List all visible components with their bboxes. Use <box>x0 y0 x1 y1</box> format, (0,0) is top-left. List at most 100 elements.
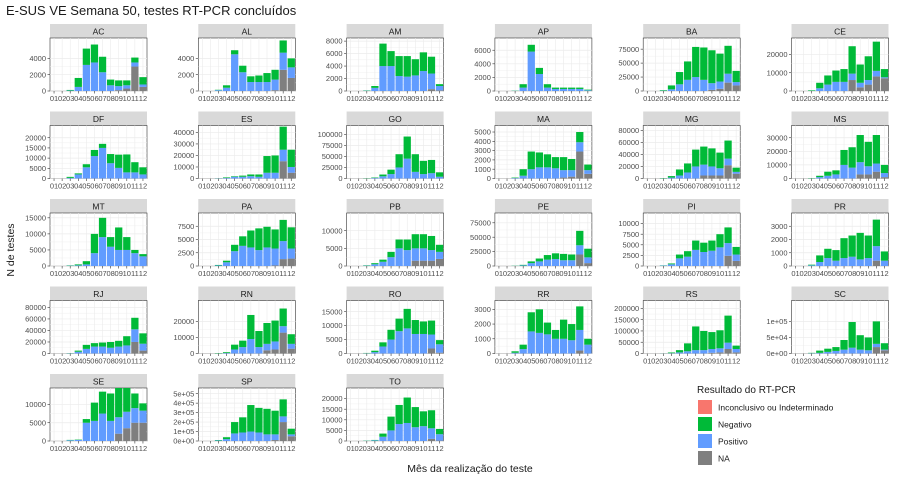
x-tick-label: 07 <box>98 182 106 191</box>
bar-positivo-08 <box>848 347 856 354</box>
bar-positivo-12 <box>732 348 740 353</box>
x-tick-label: 06 <box>90 357 98 366</box>
bar-negativo-10 <box>123 154 131 173</box>
y-tick-label: 0 <box>42 87 46 96</box>
x-tick-label: 12 <box>435 444 443 453</box>
y-tick-label: 7500 <box>178 222 195 231</box>
bar-na-11 <box>131 341 139 354</box>
x-tick-label: 05 <box>527 182 535 191</box>
x-tick-label: 11 <box>131 94 139 103</box>
facet-panel <box>642 37 741 92</box>
bar-na-12 <box>435 352 444 354</box>
x-tick-label: 06 <box>683 94 691 103</box>
bar-na-11 <box>279 332 287 354</box>
x-tick-label: 07 <box>543 182 551 191</box>
x-tick-label: 03 <box>214 269 222 278</box>
x-tick-label: 02 <box>206 444 214 453</box>
x-tick-label: 06 <box>387 269 395 278</box>
x-tick-label: 10 <box>864 182 872 191</box>
y-tick-label: 5000 <box>29 418 46 427</box>
x-tick-label: 10 <box>271 182 279 191</box>
x-tick-label: 12 <box>584 269 592 278</box>
x-tick-label: 11 <box>872 357 880 366</box>
bar-negativo-11 <box>131 317 139 330</box>
bar-negativo-08 <box>700 47 708 80</box>
bar-na-12 <box>139 350 147 354</box>
x-tick-label: 07 <box>395 269 403 278</box>
y-tick-label: 3000 <box>771 222 788 231</box>
x-tick-label: 03 <box>214 357 222 366</box>
bar-negativo-04 <box>519 169 527 176</box>
bar-positivo-05 <box>824 175 832 179</box>
bar-na-10 <box>271 349 279 354</box>
bar-negativo-10 <box>568 158 576 171</box>
bar-positivo-07 <box>840 164 848 179</box>
x-tick-label: 06 <box>535 269 543 278</box>
facet-strip <box>50 286 147 301</box>
bar-positivo-05 <box>675 84 684 91</box>
facet-strip <box>50 111 147 126</box>
bar-positivo-04 <box>816 262 824 266</box>
x-tick-label: 03 <box>66 357 74 366</box>
y-tick-label: 5000 <box>623 240 640 249</box>
bar-negativo-05 <box>675 350 684 353</box>
bar-negativo-11 <box>724 45 732 74</box>
bar-positivo-12 <box>139 256 147 266</box>
facet-strip <box>346 374 444 388</box>
x-tick-label: 07 <box>98 94 106 103</box>
y-tick-label: 2000 <box>474 73 491 82</box>
bar-negativo-05 <box>379 342 387 347</box>
bar-negativo-05 <box>527 312 535 332</box>
bar-na-12 <box>287 77 295 91</box>
bar-na-12 <box>435 258 444 266</box>
x-tick-label: 08 <box>403 94 411 103</box>
bar-positivo-10 <box>419 333 428 354</box>
x-tick-label: 04 <box>74 444 82 453</box>
bar-negativo-04 <box>222 352 231 354</box>
bar-negativo-10 <box>271 229 279 249</box>
x-tick-label: 05 <box>379 182 387 191</box>
x-tick-label: 01 <box>791 357 799 366</box>
x-tick-label: 07 <box>543 357 551 366</box>
facet-pe: PE 0 25000 50000 75000 01 02 03 04 05 06 07 08 09 10 11… <box>470 199 593 278</box>
bar-positivo-10 <box>123 345 131 354</box>
x-tick-label: 11 <box>576 94 584 103</box>
bar-positivo-05 <box>527 331 535 354</box>
bar-positivo-08 <box>551 259 560 266</box>
bar-positivo-05 <box>231 433 239 441</box>
x-tick-label: 07 <box>247 94 255 103</box>
y-tick-label: 0 <box>338 174 342 183</box>
bar-negativo-12 <box>435 84 444 87</box>
x-tick-label: 05 <box>231 94 239 103</box>
bar-positivo-12 <box>880 260 889 266</box>
bar-negativo-11 <box>576 306 584 330</box>
legend-label-inconclusivo: Inconclusivo ou Indeterminado <box>718 403 834 413</box>
bar-negativo-11 <box>576 87 584 89</box>
bar-positivo-11 <box>576 245 584 255</box>
bar-positivo-11 <box>872 70 881 77</box>
x-tick-label: 02 <box>651 269 659 278</box>
y-tick-label: 2500 <box>623 251 640 260</box>
bar-negativo-10 <box>123 336 131 346</box>
y-tick-label: 50000 <box>322 152 343 161</box>
bar-positivo-06 <box>387 174 395 179</box>
bar-negativo-11 <box>427 235 436 251</box>
x-tick-label: 03 <box>363 357 371 366</box>
facet-panel <box>642 125 741 179</box>
bar-negativo-07 <box>98 56 107 73</box>
x-tick-label: 07 <box>840 269 848 278</box>
bar-negativo-12 <box>880 343 889 350</box>
facet-panel <box>49 300 148 354</box>
x-tick-label: 06 <box>90 269 98 278</box>
bar-positivo-10 <box>864 350 872 354</box>
bar-negativo-04 <box>222 437 231 440</box>
bar-negativo-11 <box>279 399 287 417</box>
bar-positivo-07 <box>98 346 107 354</box>
facet-strip <box>346 111 444 126</box>
x-tick-label: 08 <box>551 269 559 278</box>
bar-negativo-12 <box>287 58 295 68</box>
legend-label-positivo: Positivo <box>718 437 748 447</box>
x-tick-label: 01 <box>50 182 58 191</box>
x-tick-label: 11 <box>279 444 287 453</box>
bar-negativo-12 <box>139 254 147 257</box>
